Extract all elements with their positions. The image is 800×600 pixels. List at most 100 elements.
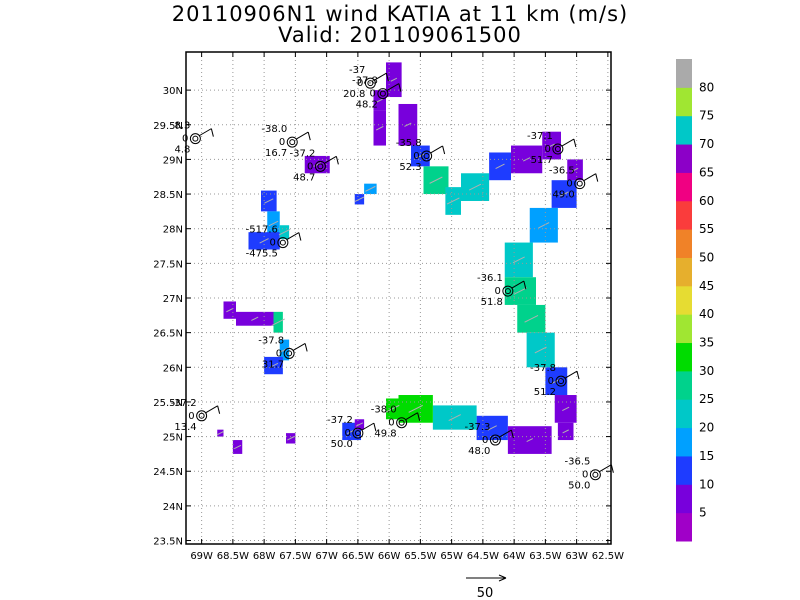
x-tick-label: 69W (190, 551, 213, 562)
colorbar-label: 55 (699, 222, 714, 236)
colorbar-swatch (676, 144, 692, 173)
station-circle (364, 77, 376, 89)
station-circle (396, 417, 408, 429)
wind-barb-flag (510, 429, 514, 439)
wind-vector (512, 256, 525, 264)
colorbar-label: 40 (699, 307, 714, 321)
station-circle-inner (192, 135, 199, 142)
station-cloud: 0 (276, 348, 282, 359)
wind-barb-flag (304, 343, 308, 352)
wind-barb (374, 72, 387, 81)
colorbar-label: 70 (699, 137, 714, 151)
wind-barb-flag (442, 145, 446, 155)
station-value: 51.7 (531, 155, 553, 166)
station-circle-inner (289, 139, 296, 146)
wind-vector (390, 77, 398, 82)
y-tick-label: 25N (163, 433, 183, 444)
y-tick-label: 26N (163, 363, 183, 374)
wind-vector (271, 318, 285, 326)
colorbar-swatch (676, 399, 692, 429)
colorbar-swatch (676, 285, 692, 315)
wind-vector (278, 228, 291, 236)
station-circle-inner (279, 239, 286, 246)
station-plot: 8.3 04.8 (174, 121, 214, 156)
station-plot: -37.3 048.0 (465, 422, 514, 457)
wind-barb-flag (573, 138, 577, 148)
station-temperature: -37 (349, 65, 365, 76)
station-plot: -38.0 016.7 (261, 124, 311, 159)
wind-barb (561, 138, 575, 147)
wind-vector (487, 425, 497, 431)
x-tick-label: 68.5W (217, 551, 249, 562)
wind-vector (524, 314, 539, 323)
wind-vector (355, 422, 364, 427)
station-plot: -36.5 050.0 (565, 457, 614, 492)
station-circle-inner (504, 288, 511, 295)
colorbar-swatch (676, 342, 692, 372)
wind-vector (429, 176, 443, 184)
wind-barb-flag (373, 423, 377, 432)
x-tick-label: 66W (378, 551, 401, 562)
station-cloud: 0 (388, 418, 394, 429)
station-circle (552, 143, 564, 155)
wind-vector (538, 222, 550, 229)
wind-vector (562, 429, 569, 434)
station-value: 31.7 (262, 359, 284, 370)
station-circle (189, 133, 201, 145)
wind-barb-flag (523, 280, 527, 290)
wind-vector (264, 198, 274, 204)
colorbar-label: 80 (699, 80, 714, 94)
station-circle (286, 136, 298, 148)
station-plot: -37.2 013.4 (171, 398, 221, 433)
station-temperature: -38.0 (261, 124, 287, 135)
y-tick-label: 23.5N (153, 537, 183, 548)
wind-vector (513, 287, 528, 295)
station-plot: -37.8 031.7 (258, 335, 308, 370)
colorbar-label: 10 (699, 477, 714, 491)
station-temperature: -37.8 (530, 363, 556, 374)
station-temperature: -37.8 (352, 76, 378, 87)
wind-barb-flag (298, 232, 302, 241)
wind-barb-flag (335, 156, 339, 165)
wind-barb (205, 405, 218, 414)
wind-barb (286, 232, 300, 240)
wind-barb (499, 429, 512, 438)
station-plot: -38.0 049.8 (371, 405, 421, 440)
station-cloud: 0 (345, 428, 351, 439)
station-temperature: -37.2 (327, 415, 353, 426)
colorbar-label: 45 (699, 279, 714, 293)
station-cloud: 0 (495, 286, 501, 297)
wind-vector (385, 404, 400, 413)
y-tick-label: 29.5N (153, 121, 183, 132)
station-circle-inner (592, 471, 599, 478)
station-temperature: -37.8 (258, 335, 284, 346)
colorbar-swatch (676, 455, 692, 485)
wind-vector (354, 196, 365, 202)
map-title: 20110906N1 wind KATIA at 11 km (m/s) (171, 2, 629, 26)
wind-barb-flag (398, 83, 402, 92)
x-tick-label: 63.5W (529, 551, 561, 562)
wind-barb (511, 280, 525, 289)
station-circle (283, 347, 295, 359)
station-temperature: -517.6 (246, 225, 278, 236)
station-value: 4.8 (174, 145, 190, 156)
colorbar-label: 20 (699, 421, 714, 435)
station-value: 51.2 (534, 387, 556, 398)
wind-vector (548, 143, 555, 148)
station-cloud: 0 (566, 179, 572, 190)
station-circle (377, 88, 389, 100)
station-circle-inner (379, 90, 386, 97)
x-tick-label: 62.5W (592, 551, 624, 562)
station-value: 16.7 (265, 148, 287, 159)
station-cloud: 0 (413, 151, 419, 162)
wind-barb (295, 131, 309, 140)
wind-vector (562, 406, 570, 412)
wind-barb (583, 173, 597, 182)
reference-arrow-head (498, 574, 507, 582)
colorbar-label: 25 (699, 392, 714, 406)
wind-barb (430, 145, 443, 154)
station-circle-inner (576, 180, 583, 187)
station-value: 48.2 (356, 100, 378, 111)
station-cloud: 0 (307, 161, 313, 172)
